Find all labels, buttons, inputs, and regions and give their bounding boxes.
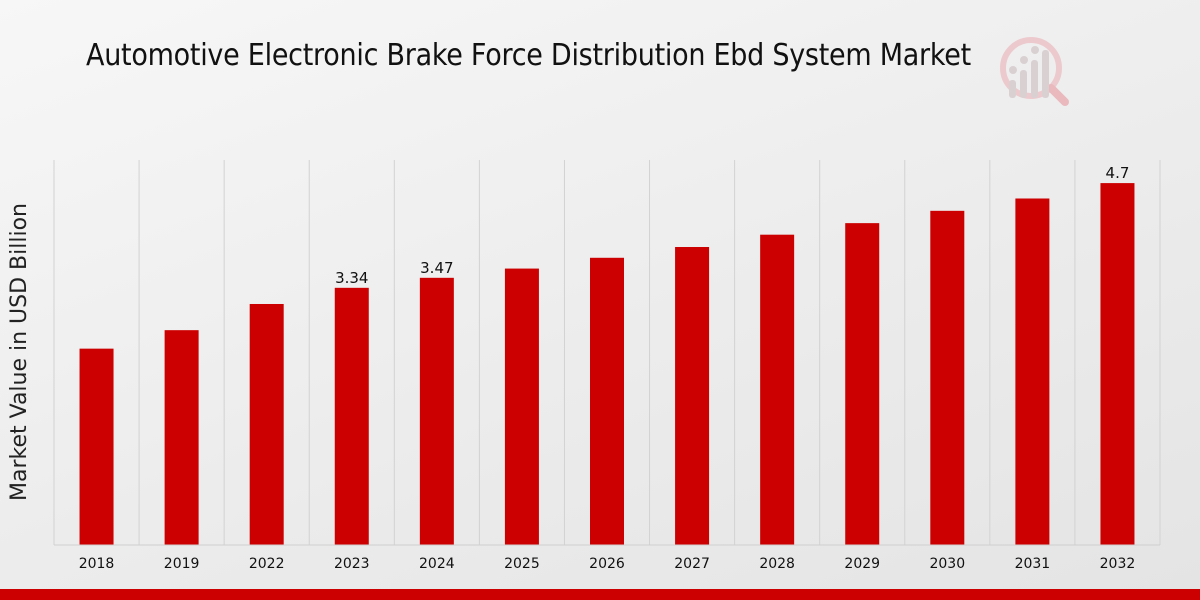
x-tick-label-2022: 2022	[249, 556, 285, 572]
x-tick-label-2023: 2023	[334, 556, 370, 572]
data-label-2023: 3.34	[335, 269, 368, 287]
x-tick-label-2024: 2024	[419, 556, 455, 572]
x-tick-label-2031: 2031	[1015, 556, 1051, 572]
bar-2032	[1100, 183, 1135, 545]
bar-2024	[419, 277, 454, 545]
data-labels: 3.34 3.47 4.7	[335, 164, 1129, 287]
bar-2027	[675, 247, 710, 545]
grid-lines	[53, 160, 1161, 545]
bar-2031	[1015, 198, 1050, 545]
x-tick-label-2026: 2026	[589, 556, 625, 572]
x-tick-labels: 2018 2019 2022 2023 2024 2025 2026 2027 2028 2029…	[79, 556, 1136, 572]
bar-2022	[249, 303, 284, 545]
x-tick-label-2018: 2018	[79, 556, 115, 572]
y-axis-label: Market Value in USD Billion	[7, 203, 32, 501]
x-tick-label-2029: 2029	[844, 556, 880, 572]
bar-2019	[164, 330, 199, 545]
x-tick-label-2030: 2030	[929, 556, 965, 572]
x-tick-label-2019: 2019	[164, 556, 200, 572]
x-tick-label-2027: 2027	[674, 556, 710, 572]
bar-2030	[930, 210, 965, 545]
bar-2029	[845, 223, 880, 545]
chart-title: Automotive Electronic Brake Force Distri…	[86, 38, 971, 73]
x-tick-label-2032: 2032	[1100, 556, 1136, 572]
bars	[79, 183, 1135, 545]
x-tick-label-2025: 2025	[504, 556, 540, 572]
brand-logo-icon	[1000, 37, 1069, 106]
bar-2025	[504, 268, 539, 545]
bar-2026	[590, 257, 624, 545]
bar-2028	[760, 234, 795, 545]
data-label-2032: 4.7	[1106, 164, 1130, 182]
data-label-2024: 3.47	[420, 259, 453, 277]
footer-accent-bar	[0, 589, 1200, 600]
bar-2023	[334, 287, 369, 545]
bar-2018	[79, 348, 114, 545]
x-tick-label-2028: 2028	[759, 556, 795, 572]
